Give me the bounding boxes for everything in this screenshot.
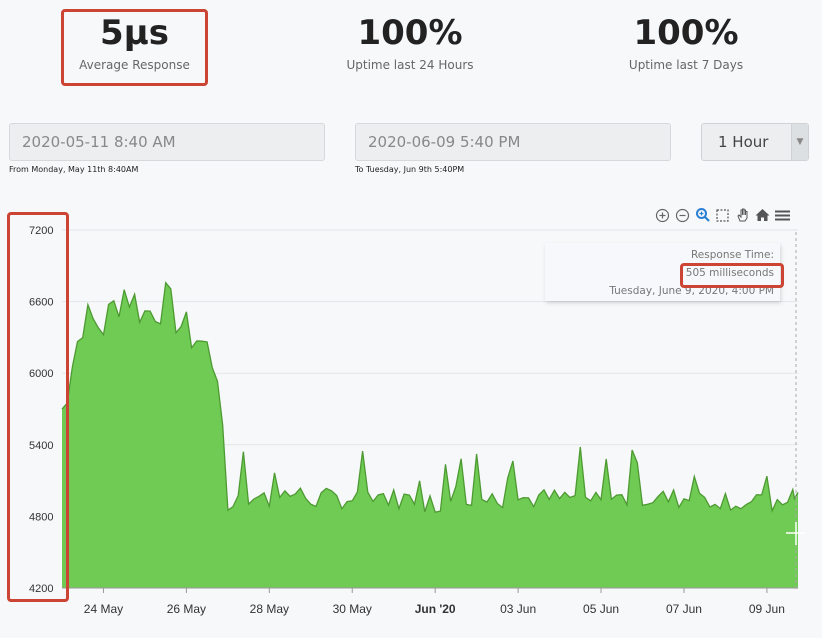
x-tick-label: 28 May (250, 602, 289, 616)
y-tick-label: 5400 (29, 440, 53, 452)
x-tick-label: 03 Jun (500, 602, 536, 616)
stat-value: 100% (357, 13, 463, 53)
y-tick-label: 7200 (29, 225, 53, 237)
chart-toolbar (654, 205, 791, 225)
from-date-hint: From Monday, May 11th 8:40AM (9, 165, 139, 174)
chevron-down-icon[interactable]: ▼ (791, 124, 808, 160)
stat-value: 5µs (100, 13, 169, 53)
stat-label: Uptime last 24 Hours (346, 58, 474, 72)
x-tick-label: 05 Jun (583, 602, 619, 616)
y-tick-label: 4800 (29, 511, 53, 523)
stat-label: Average Response (79, 58, 190, 72)
to-date-input[interactable] (355, 123, 671, 161)
stat-label: Uptime last 7 Days (628, 58, 744, 72)
y-axis-ticks: 7200 6600 6000 5400 4800 4200 (29, 225, 53, 595)
response-time-line (61, 281, 799, 514)
y-tick-label: 6000 (29, 368, 53, 380)
x-axis-ticks: 24 May 26 May 28 May 30 May Jun '20 03 Jun 05 … (62, 587, 798, 616)
to-date-hint: To Tuesday, Jun 9th 5:40PM (355, 165, 465, 174)
tooltip-value: 505 milliseconds (685, 267, 774, 279)
magnifier-icon[interactable] (694, 206, 711, 224)
chart-tooltip: Response Time: 505 milliseconds Tuesday,… (545, 243, 780, 301)
tooltip-title: Response Time: (690, 249, 774, 261)
response-time-area (62, 282, 798, 588)
from-date-input[interactable] (9, 123, 325, 161)
y-tick-label: 4200 (29, 583, 53, 595)
x-tick-label: 09 Jun (749, 602, 785, 616)
stat-value: 100% (633, 13, 739, 53)
x-tick-label: 26 May (167, 602, 206, 616)
stat-uptime-7d: 100% Uptime last 7 Days (606, 10, 766, 72)
interval-selected-value: 1 Hour (718, 133, 769, 151)
zoom-in-icon[interactable] (654, 206, 671, 224)
y-tick-label: 6600 (29, 297, 53, 309)
stat-uptime-24h: 100% Uptime last 24 Hours (330, 10, 490, 72)
tooltip-date: Tuesday, June 9, 2020, 4:00 PM (609, 285, 774, 297)
pan-hand-icon[interactable] (734, 206, 751, 224)
chart-plot-area (61, 281, 799, 588)
interval-select[interactable]: 1 Hour ▼ (701, 123, 809, 161)
selection-icon[interactable] (714, 206, 731, 224)
crosshair-cursor-icon (786, 522, 805, 545)
menu-icon[interactable] (774, 206, 791, 224)
stat-average-response: 5µs Average Response (63, 10, 206, 72)
zoom-out-icon[interactable] (674, 206, 691, 224)
x-tick-label: 07 Jun (666, 602, 702, 616)
x-tick-label: Jun '20 (415, 602, 456, 616)
x-tick-label: 24 May (84, 602, 123, 616)
home-icon[interactable] (754, 206, 771, 224)
x-tick-label: 30 May (333, 602, 372, 616)
